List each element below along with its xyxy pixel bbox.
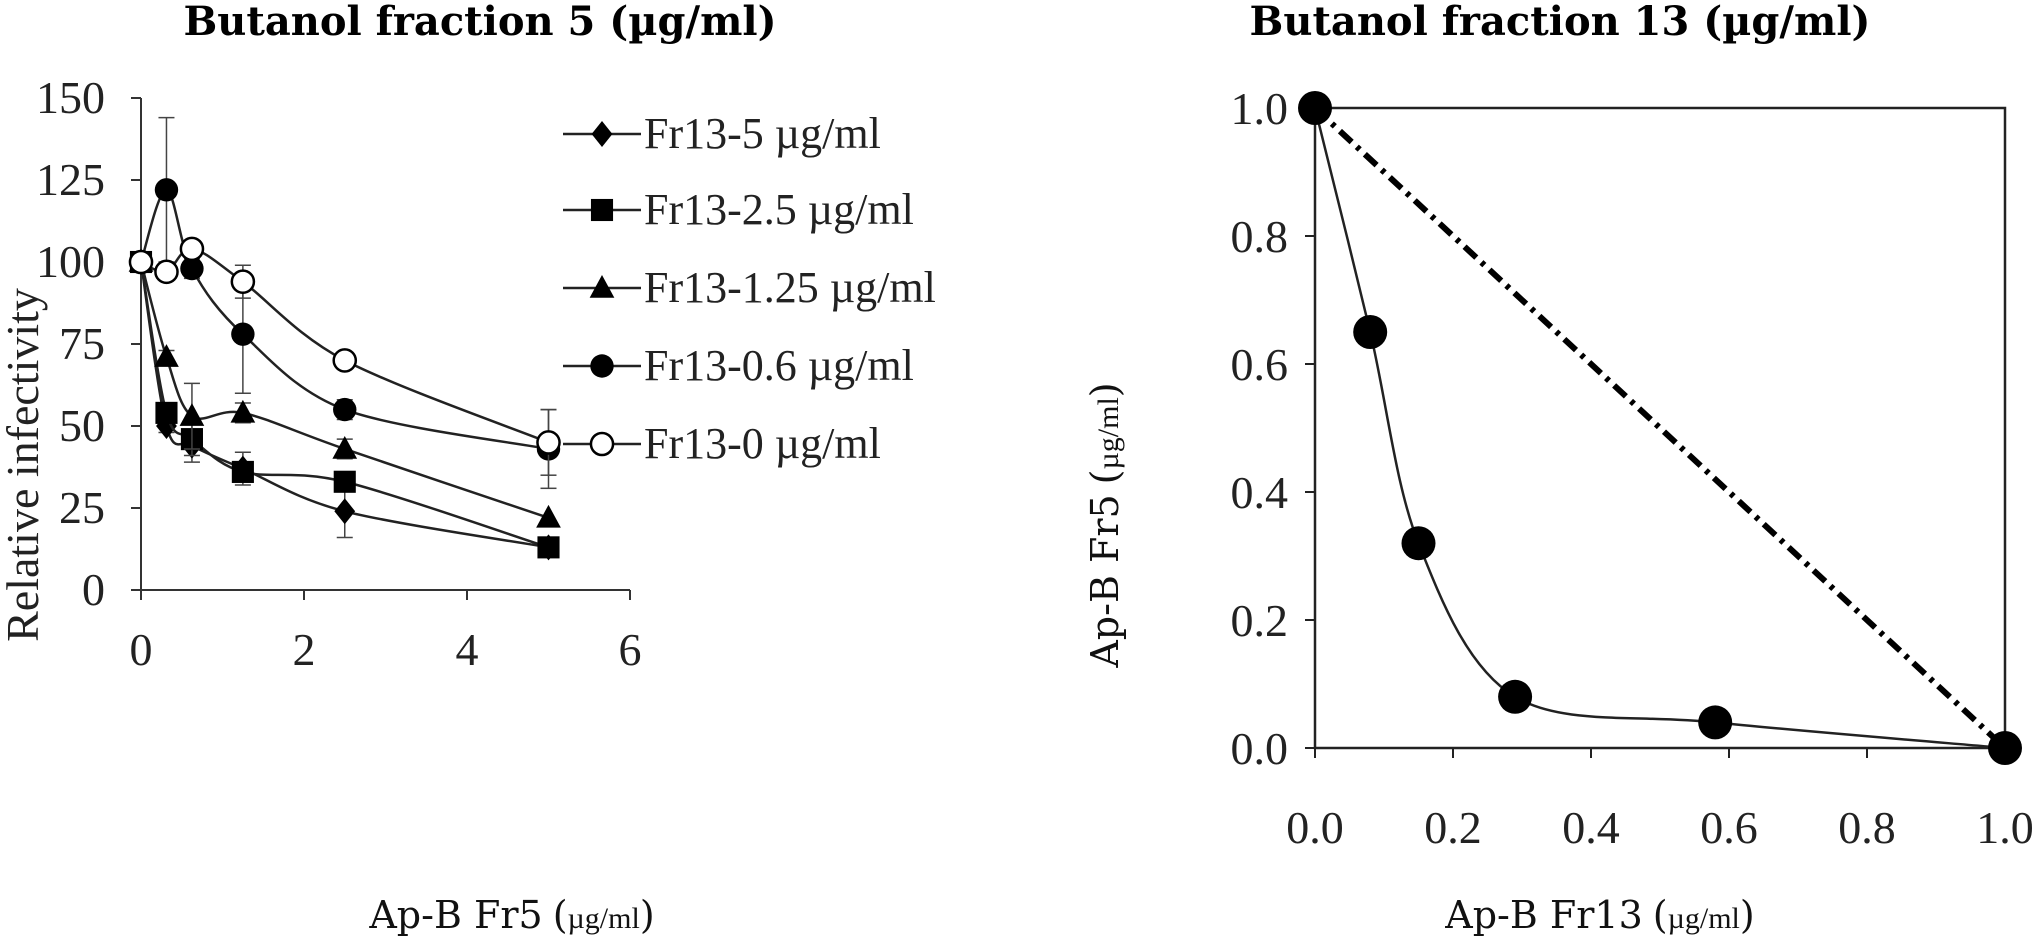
y-tick-label: 0 bbox=[82, 564, 105, 615]
data-point bbox=[155, 401, 178, 424]
data-point bbox=[154, 259, 179, 285]
data-point bbox=[230, 269, 256, 294]
legend-marker bbox=[590, 198, 614, 222]
legend-item: Fr13-0.6 µg/ml bbox=[563, 341, 914, 390]
data-point bbox=[231, 322, 255, 346]
y-tick-label: 0.0 bbox=[1231, 723, 1289, 774]
chart-right-marks bbox=[1298, 91, 2022, 765]
chart-left-title: Butanol fraction 5 (µg/ml) bbox=[183, 0, 776, 45]
data-point bbox=[154, 178, 179, 202]
data-point bbox=[1698, 705, 1733, 740]
data-point bbox=[537, 536, 560, 559]
chart-left-y-axis-label: Relative infectivity bbox=[0, 288, 48, 642]
chart-left-marks bbox=[128, 116, 561, 561]
x-tick-label: 2 bbox=[293, 624, 316, 675]
data-point bbox=[332, 348, 358, 373]
chart-right-axes: 0.0 0.2 0.4 0.6 0.8 1.0 0.0 0.2 0.4 0.6 0.8 1.0 bbox=[1231, 83, 2034, 853]
data-point bbox=[231, 460, 254, 483]
legend-marker bbox=[590, 354, 614, 378]
data-point bbox=[154, 344, 179, 367]
legend-label: Fr13-0 µg/ml bbox=[644, 419, 881, 468]
series-open-circle bbox=[128, 236, 561, 476]
y-tick-label: 1.0 bbox=[1231, 83, 1289, 134]
x-tick-label: 4 bbox=[456, 624, 479, 675]
additivity-reference-line bbox=[1312, 105, 2008, 751]
x-tick-label: 0.0 bbox=[1286, 802, 1344, 853]
data-point bbox=[1401, 526, 1436, 561]
y-tick-label: 0.4 bbox=[1231, 467, 1289, 518]
data-point bbox=[179, 403, 205, 426]
data-point bbox=[179, 236, 205, 262]
data-point bbox=[536, 430, 561, 455]
chart-left-x-axis-label: Ap-B Fr5 (µg/ml) bbox=[368, 893, 654, 937]
data-point bbox=[128, 249, 154, 275]
data-point bbox=[1298, 91, 1332, 125]
chart-right-title: Butanol fraction 13 (µg/ml) bbox=[1250, 0, 1871, 45]
x-tick-label: 0.6 bbox=[1700, 802, 1758, 853]
data-point bbox=[1498, 679, 1533, 714]
data-point bbox=[332, 435, 358, 459]
data-point bbox=[1353, 315, 1388, 349]
x-tick-label: 0.8 bbox=[1838, 802, 1896, 853]
data-point bbox=[536, 504, 561, 528]
legend-marker bbox=[591, 121, 613, 147]
y-tick-label: 50 bbox=[59, 400, 105, 451]
x-tick-label: 1.0 bbox=[1976, 802, 2034, 853]
y-tick-label: 150 bbox=[36, 72, 105, 123]
chart-right-y-axis-label: Ap-B Fr5(µg/ml) bbox=[1083, 382, 1127, 668]
legend-label: Fr13-1.25 µg/ml bbox=[644, 263, 936, 312]
legend-item: Fr13-5 µg/ml bbox=[563, 109, 881, 158]
x-tick-label: 6 bbox=[619, 624, 642, 675]
legend-marker bbox=[589, 275, 615, 298]
chart-left-relative-infectivity: Butanol fraction 5 (µg/ml) Relative infe… bbox=[0, 0, 936, 937]
chart-left-axes: 0 25 50 75 100 125 150 0 2 4 6 bbox=[36, 72, 642, 675]
chart-right-isobologram: Butanol fraction 13 (µg/ml) Ap-B Fr5(µg/… bbox=[1083, 0, 2034, 937]
x-tick-label: 0.4 bbox=[1562, 802, 1620, 853]
data-point bbox=[333, 397, 357, 422]
legend-label: Fr13-0.6 µg/ml bbox=[644, 341, 914, 390]
series-square bbox=[129, 250, 560, 559]
data-point bbox=[1988, 731, 2022, 765]
y-tick-label: 0.2 bbox=[1231, 595, 1289, 646]
legend-marker bbox=[589, 431, 615, 457]
data-point bbox=[230, 399, 256, 423]
legend-label: Fr13-2.5 µg/ml bbox=[644, 185, 914, 234]
y-tick-label: 125 bbox=[36, 154, 105, 205]
plot-frame bbox=[1313, 106, 2007, 750]
x-tick-label: 0.2 bbox=[1424, 802, 1482, 853]
y-tick-label: 75 bbox=[59, 318, 105, 369]
series-line bbox=[139, 261, 549, 549]
legend-label: Fr13-5 µg/ml bbox=[644, 109, 881, 158]
legend-item: Fr13-0 µg/ml bbox=[563, 419, 881, 468]
legend-item: Fr13-1.25 µg/ml bbox=[563, 263, 936, 312]
data-point bbox=[334, 498, 356, 525]
chart-left-legend: Fr13-5 µg/ml Fr13-2.5 µg/ml Fr13-1.25 µg/m… bbox=[563, 109, 936, 468]
isobole-curve bbox=[1313, 107, 2006, 750]
data-point bbox=[333, 470, 356, 493]
y-tick-label: 0.6 bbox=[1231, 339, 1289, 390]
y-tick-label: 100 bbox=[36, 236, 105, 287]
chart-right-x-axis-label: Ap-B Fr13 (µg/ml) bbox=[1444, 893, 1754, 937]
y-tick-label: 0.8 bbox=[1231, 211, 1289, 262]
series-line bbox=[139, 261, 549, 549]
x-tick-label: 0 bbox=[130, 624, 153, 675]
data-point bbox=[180, 256, 204, 281]
legend-item: Fr13-2.5 µg/ml bbox=[563, 185, 914, 234]
y-tick-label: 25 bbox=[59, 482, 105, 533]
